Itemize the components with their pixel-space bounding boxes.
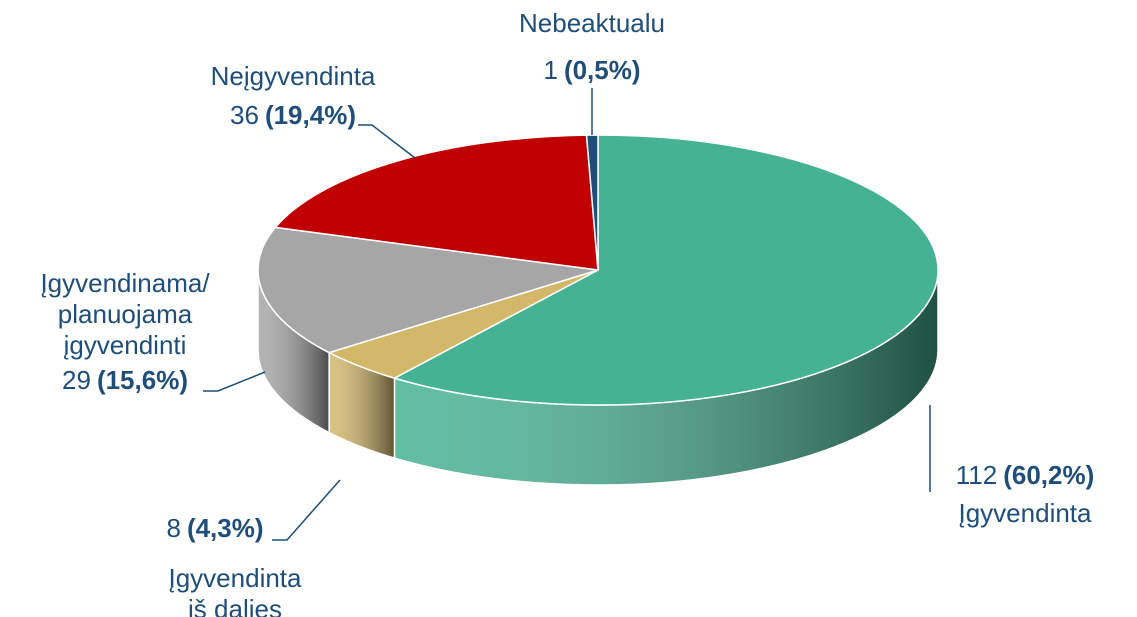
percent-label: (4,3%): [187, 513, 264, 543]
category-label: Neįgyvendinta: [211, 61, 376, 91]
pie-slice: [585, 134, 599, 271]
value-label: 8: [166, 513, 180, 543]
pie-tops: [257, 134, 939, 406]
leader-line: [272, 479, 341, 541]
pie-slice: [392, 134, 939, 406]
category-label: Nebeaktualu: [519, 8, 665, 38]
data-label: 8 (4,3%): [166, 513, 263, 543]
category-label: planuojama: [58, 299, 193, 329]
value-label: 112: [956, 460, 997, 490]
percent-label: (0,5%): [564, 55, 641, 85]
data-label: 1 (0,5%): [543, 55, 640, 85]
category-label: iš dalies: [188, 594, 282, 617]
data-label: 36 (19,4%): [230, 100, 356, 130]
leader-line: [358, 124, 416, 159]
percent-label: (60,2%): [1003, 460, 1094, 490]
data-label: 29 (15,6%): [62, 365, 188, 395]
percent-label: (15,6%): [97, 365, 188, 395]
category-label: Įgyvendinama/: [40, 268, 210, 298]
pie-slice: [273, 134, 599, 271]
pie-slice: [257, 226, 599, 354]
value-label: 36: [230, 100, 259, 130]
category-label: Įgyvendinta: [169, 563, 303, 593]
data-label: 112 (60,2%): [956, 460, 1095, 490]
value-label: 1: [543, 55, 557, 85]
category-label: įgyvendinti: [64, 330, 187, 360]
pie-sides: [257, 269, 939, 486]
leader-line: [203, 371, 266, 392]
value-label: 29: [62, 365, 91, 395]
category-label: Įgyvendinta: [959, 498, 1093, 528]
percent-label: (19,4%): [265, 100, 356, 130]
